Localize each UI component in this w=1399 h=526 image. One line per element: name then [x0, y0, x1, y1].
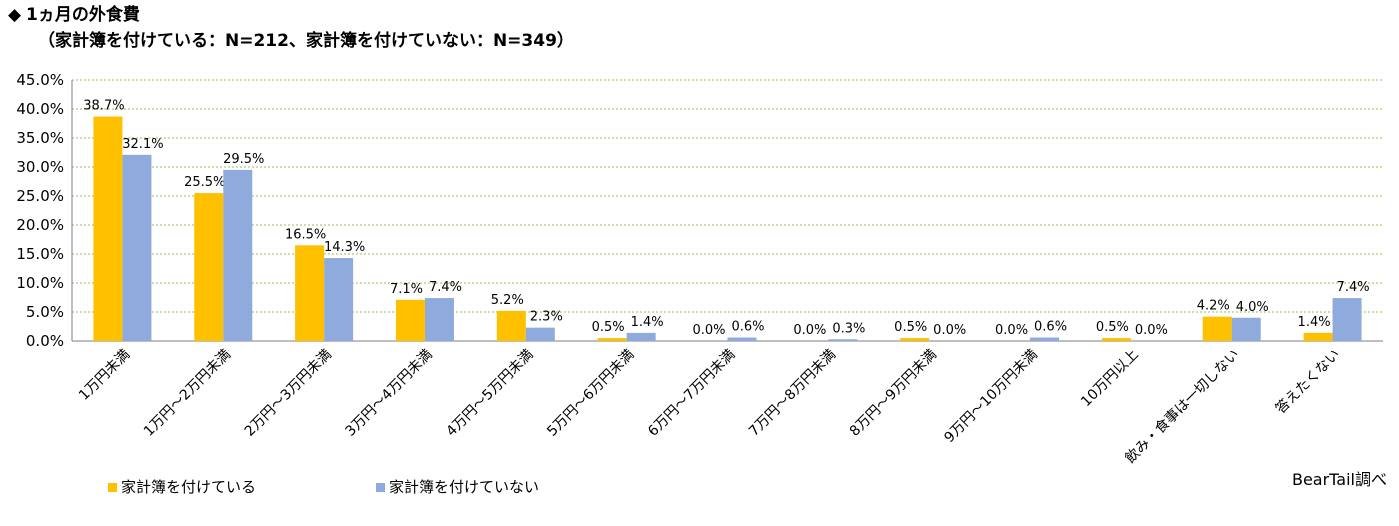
bar-series2 [122, 154, 152, 341]
bar-series2 [828, 339, 858, 341]
bar-series2 [1332, 298, 1362, 341]
data-label: 4.2% [1197, 299, 1230, 314]
data-label: 25.5% [184, 175, 225, 190]
diamond-bullet-icon: ◆ [8, 5, 22, 25]
chart-subtitle: （家計簿を付けている：N=212、家計簿を付けていない：N=349） [38, 31, 574, 51]
data-label: 7.1% [390, 282, 423, 297]
bar-series1 [597, 338, 627, 341]
y-tick-label: 15.0% [16, 245, 64, 263]
legend-swatch-series2 [376, 483, 385, 492]
data-label: 16.5% [285, 227, 326, 242]
data-label: 1.4% [631, 315, 664, 330]
bar-series1 [1101, 338, 1131, 341]
data-label: 7.4% [1337, 280, 1370, 295]
legend-item-series2: 家計簿を付けていない [376, 476, 539, 497]
x-tick-label: 4万円～5万円未満 [443, 347, 536, 440]
bar-series1 [1303, 332, 1333, 341]
x-tick-label: 1万円～2万円未満 [141, 347, 234, 440]
x-tick-label: 3万円～4万円未満 [343, 347, 436, 440]
data-label: 0.6% [1034, 320, 1067, 335]
x-tick-label: 答えたくない [1272, 346, 1343, 417]
data-label: 32.1% [122, 137, 163, 152]
bar-series2 [1231, 317, 1261, 341]
x-tick-label: 7万円～8万円未満 [746, 347, 839, 440]
data-label: 0.0% [692, 323, 725, 338]
legend-swatch-series1 [108, 483, 117, 492]
data-label: 0.5% [1096, 320, 1129, 335]
legend-label-series1: 家計簿を付けている [121, 478, 257, 496]
data-label: 7.4% [429, 280, 462, 295]
x-tick-label: 飲み・食事は一切しない [1122, 346, 1243, 467]
bar-series1 [93, 116, 123, 341]
legend-label-series2: 家計簿を付けていない [389, 478, 540, 496]
y-tick-label: 30.0% [16, 158, 64, 176]
bar-series1 [496, 310, 526, 341]
data-label: 14.3% [324, 240, 365, 255]
bar-series2 [727, 337, 757, 341]
bar-series2 [424, 298, 454, 341]
bar-series2 [324, 258, 354, 341]
bar-series1 [395, 299, 425, 341]
bar-series1 [900, 338, 930, 341]
data-label: 4.0% [1236, 300, 1269, 315]
x-tick-label: 2万円～3万円未満 [242, 347, 335, 440]
data-label: 0.0% [933, 323, 966, 338]
data-label: 2.3% [530, 310, 563, 325]
y-tick-label: 45.0% [16, 71, 64, 89]
data-label: 0.3% [832, 321, 865, 336]
data-label: 0.5% [592, 320, 625, 335]
x-tick-label: 6万円～7万円未満 [645, 347, 738, 440]
data-label: 29.5% [223, 152, 264, 167]
y-tick-label: 25.0% [16, 187, 64, 205]
x-tick-label: 10万円以上 [1078, 347, 1142, 411]
bar-series2 [223, 169, 253, 341]
data-label: 5.2% [491, 293, 524, 308]
bar-series2 [626, 332, 656, 341]
bar-series2 [1030, 337, 1060, 341]
data-label: 0.0% [1135, 323, 1168, 338]
y-tick-label: 35.0% [16, 129, 64, 147]
bar-series1 [295, 245, 325, 341]
x-tick-label: 5万円～6万円未満 [544, 347, 637, 440]
data-label: 1.4% [1298, 315, 1331, 330]
data-label: 0.5% [894, 320, 927, 335]
chart-title-block: ◆ 1ヵ月の外食費 （家計簿を付けている：N=212、家計簿を付けていない：N=3… [8, 2, 574, 54]
x-tick-label: 8万円～9万円未満 [847, 347, 940, 440]
data-label: 38.7% [83, 99, 124, 114]
chart-title: 1ヵ月の外食費 [26, 5, 140, 25]
x-tick-label: 9万円～10万円未満 [941, 347, 1041, 447]
y-tick-label: 20.0% [16, 216, 64, 234]
y-tick-label: 5.0% [26, 303, 64, 321]
y-tick-label: 40.0% [16, 100, 64, 118]
data-label: 0.6% [731, 320, 764, 335]
source-credit: BearTail調べ [1291, 470, 1387, 489]
data-label: 0.0% [995, 323, 1028, 338]
y-tick-label: 0.0% [26, 332, 64, 350]
bar-series1 [194, 193, 224, 341]
bar-series1 [1202, 316, 1232, 341]
legend-item-series1: 家計簿を付けている [108, 476, 256, 497]
y-tick-label: 10.0% [16, 274, 64, 292]
bar-series2 [525, 327, 555, 341]
data-label: 0.0% [793, 323, 826, 338]
x-tick-label: 1万円未満 [76, 347, 133, 404]
